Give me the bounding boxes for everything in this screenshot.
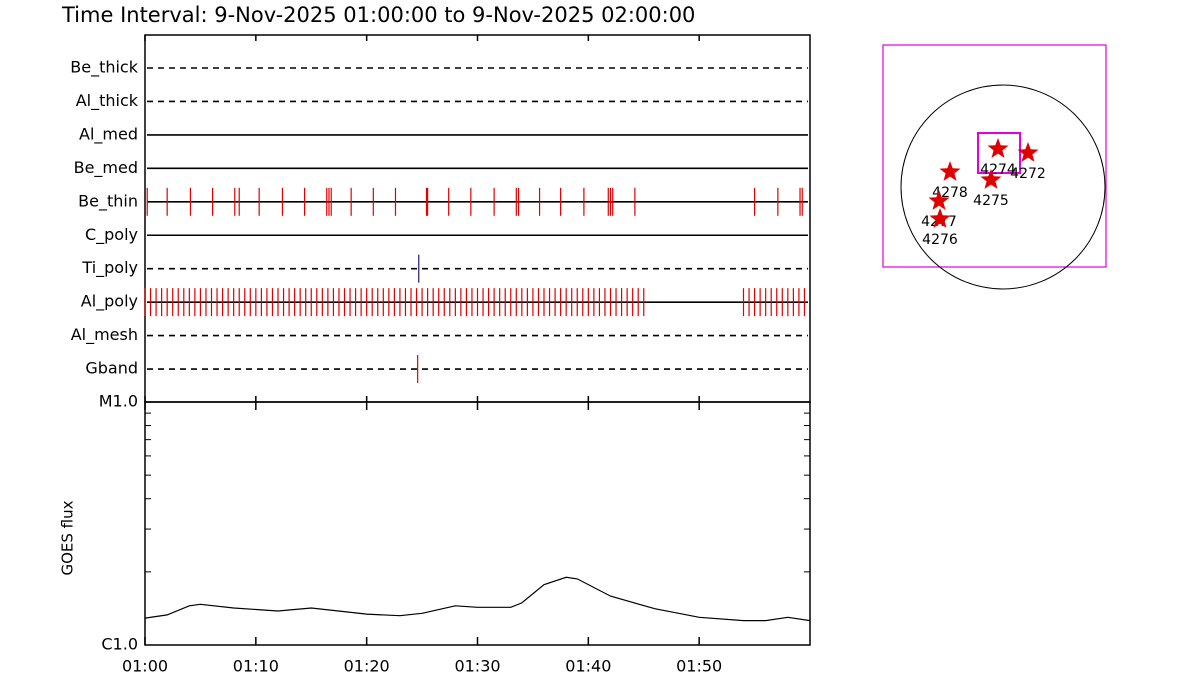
region-marker [929,208,951,228]
row-label: Al_mesh [71,325,138,345]
region-label: 4274 [980,162,1016,178]
row-label: Gband [85,359,138,378]
fov-box [977,132,1021,174]
x-tick-label: 01:00 [122,657,168,676]
row-label: Al_poly [81,292,138,312]
row-label: Ti_poly [81,258,138,278]
region-marker [928,190,950,210]
row-label: Be_med [74,158,138,178]
row-label: Al_thick [76,91,139,111]
row-label: Be_thin [78,191,138,211]
map-frame [882,44,1107,268]
region-label: 4276 [922,232,958,248]
x-tick-label: 01:30 [454,657,500,676]
region-marker [987,138,1009,158]
x-tick-label: 01:10 [233,657,279,676]
region-label: 4272 [1010,166,1046,182]
solar-disk [900,84,1106,290]
y-axis-label: GOES flux [59,500,77,575]
row-label: Be_thick [70,58,138,78]
chart-title: Time Interval: 9-Nov-2025 01:00:00 to 9-… [61,3,695,27]
y-tick-label: M1.0 [99,392,138,411]
x-tick-label: 01:20 [344,657,390,676]
y-tick-label: C1.0 [101,635,138,654]
region-marker [1017,142,1039,162]
region-marker [980,169,1002,189]
x-tick-label: 01:50 [676,657,722,676]
row-label: Al_med [79,124,138,144]
event-panel-frame [144,34,811,403]
region-label: 4275 [973,193,1009,209]
x-tick-label: 01:40 [565,657,611,676]
row-label: C_poly [85,225,138,245]
goes-curve [144,576,811,622]
region-marker [939,161,961,181]
